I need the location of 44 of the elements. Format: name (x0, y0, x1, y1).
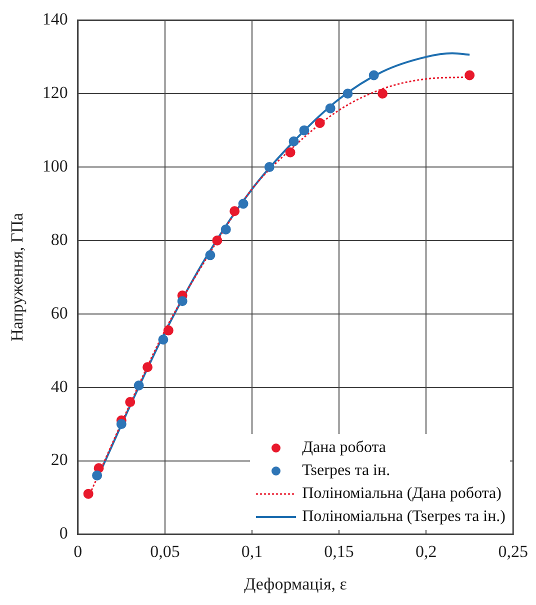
y-tick-label: 20 (50, 450, 68, 470)
point (212, 235, 222, 246)
y-tick-label: 60 (50, 303, 68, 322)
point (220, 224, 231, 234)
point (163, 325, 174, 336)
point (142, 362, 153, 372)
point (378, 88, 388, 99)
point (325, 103, 336, 114)
point (116, 419, 126, 430)
y-tick-label: 40 (50, 376, 68, 396)
point (285, 147, 296, 158)
point (230, 206, 240, 216)
point (368, 70, 379, 80)
y-tick-label: 80 (50, 230, 68, 249)
point (288, 136, 299, 146)
y-tick-label: 140 (42, 10, 68, 29)
legend-label: Дана робота (302, 438, 386, 458)
x-tick-label: 0 (74, 542, 82, 561)
point (464, 70, 475, 80)
y-tick-label: 120 (42, 83, 68, 102)
point (205, 250, 216, 260)
x-tick-label: 0,25 (498, 542, 528, 561)
legend-label: Tserpes та ін. (302, 461, 390, 482)
x-tick-label: 0,05 (150, 542, 180, 561)
point (314, 118, 325, 128)
point (299, 125, 310, 136)
legend-label: Поліноміальна (Дана робота) (302, 484, 502, 504)
x-tick-label: 0,15 (324, 542, 354, 561)
point (342, 88, 353, 99)
point (134, 380, 144, 391)
point (264, 162, 274, 172)
point (125, 397, 136, 408)
y-axis-title: Напруження, ГПа (8, 212, 27, 342)
y-tick-label: 0 (59, 524, 68, 543)
x-tick-label: 0,2 (415, 542, 437, 561)
x-tick-label: 0,1 (241, 542, 263, 561)
y-tick-label: 100 (42, 156, 68, 176)
point (177, 296, 188, 306)
x-axis-title: Деформація, ε (244, 574, 347, 594)
point (158, 334, 168, 345)
legend-label: Поліноміальна (Tserpes та ін.) (302, 507, 506, 528)
point (83, 488, 94, 499)
point (92, 470, 102, 480)
point (238, 198, 248, 209)
